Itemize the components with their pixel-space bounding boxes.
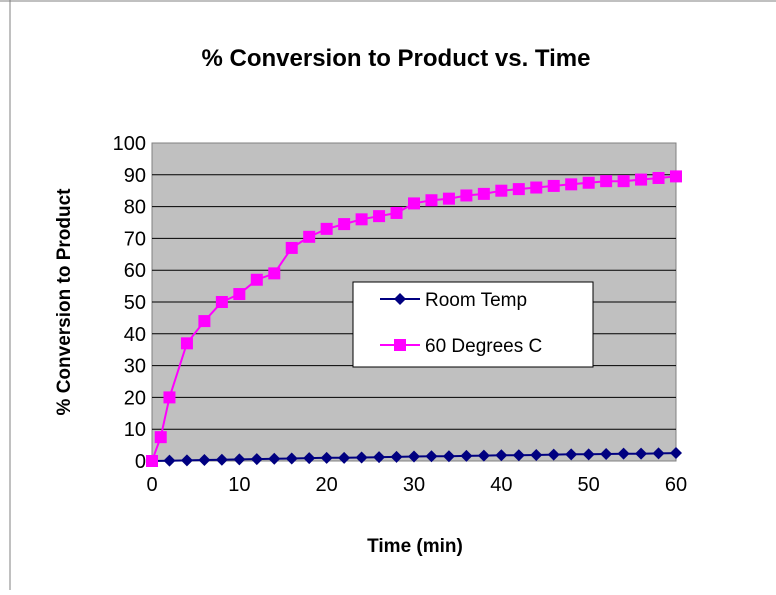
data-point-60-degrees <box>338 218 351 231</box>
data-point-room-temp <box>303 452 316 465</box>
data-point-60-degrees <box>617 175 630 188</box>
y-tick-label: 60 <box>124 260 146 282</box>
data-point-room-temp <box>635 447 648 460</box>
data-point-room-temp <box>512 449 525 462</box>
y-tick-label: 70 <box>124 228 146 250</box>
legend-label-60-degrees: 60 Degrees C <box>425 336 542 357</box>
data-point-room-temp <box>250 453 263 466</box>
y-tick-labels: 0 10 20 30 40 50 60 70 80 90 100 <box>113 133 146 473</box>
data-point-60-degrees <box>652 171 665 184</box>
data-point-room-temp <box>215 453 228 466</box>
data-point-60-degrees <box>477 187 490 200</box>
data-point-60-degrees <box>373 210 386 223</box>
x-tick-label: 50 <box>578 474 600 496</box>
data-point-60-degrees <box>180 337 193 350</box>
data-point-60-degrees <box>355 213 368 226</box>
data-point-room-temp <box>617 447 630 460</box>
x-tick-label: 60 <box>665 474 687 496</box>
data-point-room-temp <box>547 448 560 461</box>
data-point-60-degrees <box>320 222 333 235</box>
y-tick-label: 20 <box>124 387 146 409</box>
data-point-60-degrees <box>215 296 228 308</box>
chart-title: % Conversion to Product vs. Time <box>202 45 591 72</box>
data-point-room-temp <box>163 454 176 467</box>
data-point-room-temp <box>390 450 403 463</box>
data-point-room-temp <box>530 448 543 461</box>
data-point-60-degrees <box>198 315 211 328</box>
data-point-room-temp <box>477 449 490 462</box>
data-point-60-degrees <box>582 176 595 189</box>
x-tick-label: 20 <box>316 474 338 496</box>
y-axis-title: % Conversion to Product <box>54 188 75 416</box>
y-tick-label: 0 <box>135 451 146 473</box>
data-point-60-degrees <box>285 241 298 254</box>
data-point-60-degrees <box>146 455 158 467</box>
legend-marker-60-degrees <box>394 339 406 351</box>
y-tick-label: 10 <box>124 419 146 441</box>
data-point-60-degrees <box>460 189 473 202</box>
data-point-60-degrees <box>635 173 648 186</box>
data-point-60-degrees <box>163 391 176 404</box>
data-point-room-temp <box>652 447 665 460</box>
data-point-room-temp <box>285 452 298 465</box>
data-point-60-degrees <box>442 192 455 205</box>
legend: Room Temp 60 Degrees C <box>352 281 594 368</box>
x-tick-label: 10 <box>228 474 250 496</box>
data-point-60-degrees <box>303 230 316 243</box>
y-tick-label: 100 <box>113 133 146 155</box>
data-point-60-degrees <box>670 170 682 183</box>
data-point-60-degrees <box>250 273 263 286</box>
series-layer <box>146 170 682 467</box>
data-point-60-degrees <box>495 184 508 197</box>
data-point-room-temp <box>355 451 368 464</box>
data-point-60-degrees <box>530 181 543 194</box>
data-point-room-temp <box>582 448 595 461</box>
x-tick-labels: 0 10 20 30 40 50 60 <box>146 474 687 496</box>
data-point-room-temp <box>565 448 578 461</box>
legend-box <box>352 281 594 368</box>
data-point-room-temp <box>495 449 508 462</box>
data-point-60-degrees <box>425 194 438 207</box>
data-point-60-degrees <box>233 288 246 301</box>
data-point-room-temp <box>198 454 211 467</box>
data-point-room-temp <box>320 451 333 464</box>
y-tick-label: 30 <box>124 356 146 378</box>
data-point-room-temp <box>460 449 473 462</box>
data-point-60-degrees <box>268 267 281 280</box>
data-point-room-temp <box>180 454 193 467</box>
data-point-60-degrees <box>408 197 420 210</box>
x-tick-label: 40 <box>490 474 512 496</box>
data-point-room-temp <box>600 448 613 461</box>
data-point-room-temp <box>268 452 281 465</box>
y-tick-label: 40 <box>124 324 146 346</box>
data-point-room-temp <box>670 447 682 460</box>
x-tick-label: 30 <box>403 474 425 496</box>
legend-label-room-temp: Room Temp <box>425 290 527 311</box>
data-point-60-degrees <box>154 431 167 444</box>
data-point-60-degrees <box>547 179 560 192</box>
data-point-room-temp <box>442 450 455 463</box>
data-point-room-temp <box>425 450 438 463</box>
data-point-room-temp <box>373 451 386 464</box>
y-tick-label: 90 <box>124 165 146 187</box>
data-point-room-temp <box>233 453 246 466</box>
y-tick-label: 80 <box>124 197 146 219</box>
data-point-60-degrees <box>512 183 525 196</box>
legend-marker-room-temp <box>394 293 406 305</box>
data-point-room-temp <box>338 451 351 464</box>
data-point-60-degrees <box>565 178 578 191</box>
data-point-room-temp <box>408 450 420 463</box>
data-point-60-degrees <box>600 175 613 188</box>
x-tick-label: 0 <box>146 474 157 496</box>
data-point-60-degrees <box>390 206 403 219</box>
y-tick-label: 50 <box>124 292 146 314</box>
x-axis-title: Time (min) <box>367 536 463 557</box>
